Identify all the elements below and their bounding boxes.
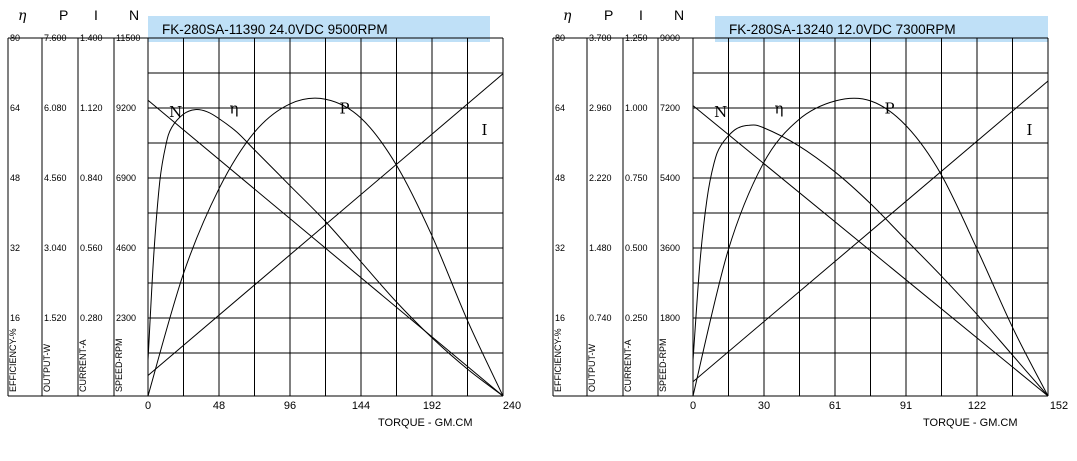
curve-label-I: I [482, 121, 488, 139]
header-symbol-3: I [639, 7, 643, 23]
series-line-I [692, 80, 1049, 383]
tick-label: 1.480 [589, 243, 612, 253]
tick-label: 1.120 [80, 103, 103, 113]
x-tick-label: 61 [829, 400, 841, 412]
tick-label: 0.250 [625, 313, 648, 323]
curve-label-N: N [714, 103, 727, 121]
tick-label: 64 [555, 103, 565, 113]
series-line-η [692, 124, 1049, 397]
tick-label: 2300 [116, 313, 136, 323]
curve-label-I: I [1027, 121, 1033, 139]
x-tick-label: 192 [423, 400, 441, 412]
tick-label: 3.700 [589, 33, 612, 43]
x-tick-label: 30 [758, 400, 770, 412]
tick-label: 48 [555, 173, 565, 183]
header-symbol-2: P [59, 7, 68, 23]
tick-label: 0.840 [80, 173, 103, 183]
curve-label-η: η [774, 100, 783, 118]
tick-label: 7.600 [44, 33, 67, 43]
tick-label: 7200 [660, 103, 680, 113]
chart-1: FK-280SA-11390 24.0VDC 9500RPM η P I N 80 64 48… [7, 7, 521, 429]
x-tick-label: 0 [690, 400, 696, 412]
series-line-N [147, 99, 504, 397]
tick-label: 64 [10, 103, 20, 113]
tick-label: 5400 [660, 173, 680, 183]
tick-label: 0.500 [625, 243, 648, 253]
chart-title: FK-280SA-13240 12.0VDC 7300RPM [729, 22, 956, 37]
tick-label: 80 [10, 33, 20, 43]
x-tick-label: 91 [900, 400, 912, 412]
tick-label: 0.750 [625, 173, 648, 183]
tick-label: 16 [10, 313, 20, 323]
tick-label: 0.740 [589, 313, 612, 323]
x-tick-label: 122 [968, 400, 986, 412]
tick-label: 80 [555, 33, 565, 43]
header-symbol-1: η [563, 8, 572, 24]
tick-label: 1.000 [625, 103, 648, 113]
series-line-P [147, 97, 504, 397]
tick-label: 11500 [116, 33, 140, 43]
axis-label-N: SPEED-RPM [658, 338, 668, 392]
axis-label-I: CURRENT-A [78, 339, 88, 392]
tick-label: 1.250 [625, 33, 648, 43]
tick-label: 1800 [660, 313, 680, 323]
tick-label: 32 [10, 243, 20, 253]
x-axis-label: TORQUE - GM.CM [378, 417, 473, 429]
series-line-N [692, 105, 1049, 397]
tick-label: 3600 [660, 243, 680, 253]
series-line-η [147, 109, 504, 397]
tick-label: 0.280 [80, 313, 103, 323]
axis-label-P: OUTPUT-W [42, 344, 52, 392]
x-tick-label: 48 [213, 400, 225, 412]
axis-label-η: EFFICIENCY-% [553, 328, 563, 392]
x-tick-label: 0 [145, 400, 151, 412]
series-line-I [147, 73, 504, 376]
header-symbol-3: I [94, 7, 98, 23]
tick-label: 48 [10, 173, 20, 183]
tick-label: 9000 [660, 33, 680, 43]
curve-label-N: N [169, 103, 182, 121]
tick-label: 9200 [116, 103, 136, 113]
axis-label-P: OUTPUT-W [587, 344, 597, 392]
tick-label: 6.080 [44, 103, 67, 113]
axis-label-I: CURRENT-A [623, 339, 633, 392]
chart-title: FK-280SA-11390 24.0VDC 9500RPM [162, 22, 388, 37]
x-axis-label: TORQUE - GM.CM [923, 417, 1018, 429]
header-symbol-1: η [18, 8, 27, 24]
curve-label-η: η [229, 100, 238, 118]
axis-label-N: SPEED-RPM [114, 338, 124, 392]
tick-label: 1.400 [80, 33, 103, 43]
x-tick-label: 240 [503, 400, 521, 412]
tick-label: 3.040 [44, 243, 67, 253]
header-symbol-2: P [604, 7, 613, 23]
header-symbol-4: N [674, 7, 684, 23]
x-tick-label: 96 [284, 400, 296, 412]
tick-label: 4600 [116, 243, 136, 253]
tick-label: 2.960 [589, 103, 612, 113]
curve-label-P: P [340, 100, 350, 118]
x-tick-label: 144 [352, 400, 370, 412]
series-line-P [692, 97, 1049, 397]
tick-label: 1.520 [44, 313, 67, 323]
tick-label: 32 [555, 243, 565, 253]
tick-label: 2.220 [589, 173, 612, 183]
chart-2: FK-280SA-13240 12.0VDC 7300RPM η P I N 80 64 48… [552, 7, 1068, 429]
tick-label: 4.560 [44, 173, 67, 183]
tick-label: 0.560 [80, 243, 103, 253]
tick-label: 16 [555, 313, 565, 323]
header-symbol-4: N [129, 7, 139, 23]
tick-label: 6900 [116, 173, 136, 183]
x-tick-label: 152 [1050, 400, 1068, 412]
axis-label-η: EFFICIENCY-% [8, 328, 18, 392]
curve-label-P: P [885, 100, 895, 118]
